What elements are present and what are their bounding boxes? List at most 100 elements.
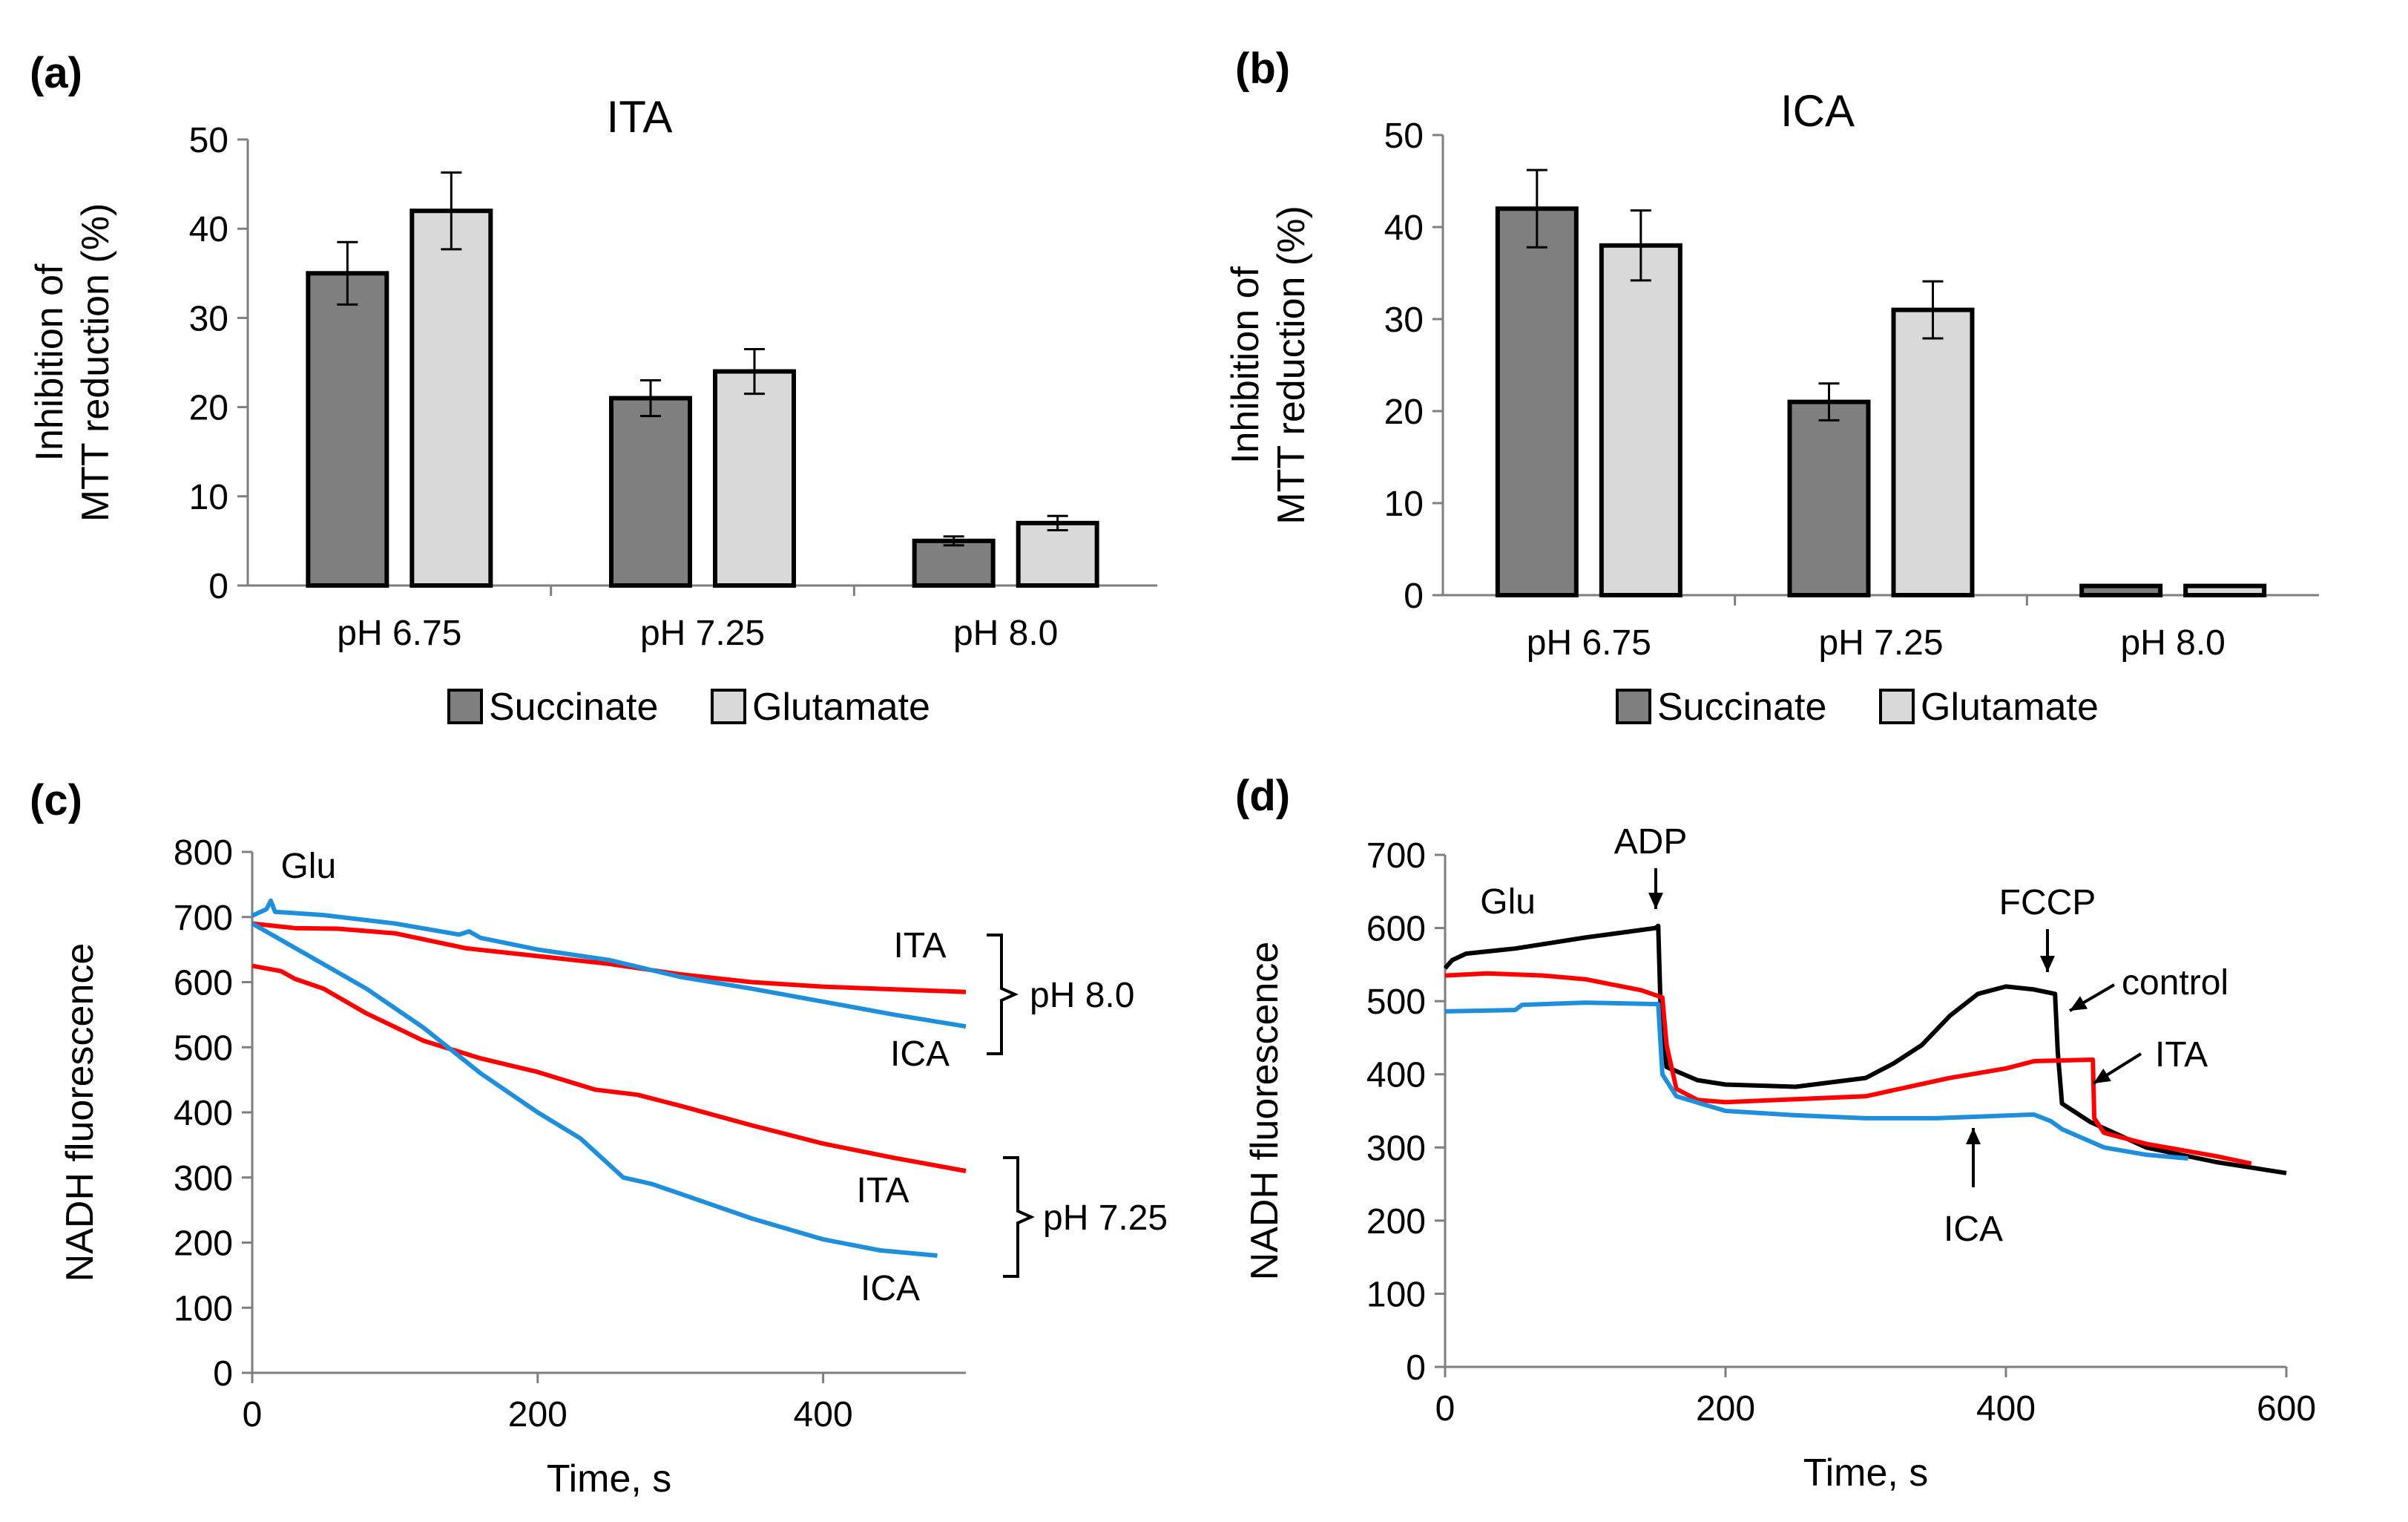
panel-d-y-tick-label: 0: [1406, 1348, 1426, 1388]
panel-d-fccp-arrow: [2040, 929, 2055, 972]
panel-c-y-tick-label: 400: [174, 1094, 233, 1133]
panel-a-bar-succinate: [609, 396, 692, 588]
panel-c-y-axis-label-line-1: NADH fluorescence: [59, 943, 102, 1282]
panel-b-error-bar: [1922, 280, 1944, 340]
panel-b-y-tick-label: 50: [1384, 117, 1424, 156]
panel-a-y-axis-label-line-1: Inhibition of: [28, 263, 71, 462]
panel-c-ica-ph725-label: ICA: [861, 1269, 920, 1308]
panel-a-legend-label-glutamate: Glutamate: [752, 686, 930, 729]
panel-a-y-tick-label: 20: [189, 389, 228, 428]
panel-c-ita-ph725-label: ITA: [856, 1171, 909, 1210]
panel-c-ica-ph8-label: ICA: [890, 1034, 950, 1074]
panel-c-glu-label: Glu: [280, 847, 336, 886]
panel-a-error-bar: [744, 347, 765, 396]
panel-d-series-control: [1443, 923, 2287, 1175]
panel-b-error-bar: [1630, 209, 1651, 282]
panel-d-x-tick-label: 600: [2257, 1389, 2316, 1428]
panel-c-series-ita-ph-7-25: [251, 963, 967, 1173]
panel-d-adp-arrow-head: [1648, 893, 1663, 909]
panel-b-y-axis-label-line-2: MTT reduction (%): [1270, 206, 1313, 525]
panel-c-y-tick-label: 300: [174, 1159, 233, 1198]
panel-c-y-tick-label: 200: [174, 1224, 233, 1264]
panel-d-x-tick-label: 0: [1435, 1389, 1455, 1428]
panel-d-y-tick-label: 300: [1366, 1129, 1426, 1168]
panel-d-y-tick-label: 400: [1366, 1056, 1426, 1095]
panel-d-control-label: control: [2122, 963, 2228, 1003]
panel-a-legend-label-succinate: Succinate: [489, 686, 658, 729]
panel-a-chart-title: ITA: [607, 92, 673, 142]
panel-a-legend-swatch-glutamate: [711, 689, 746, 724]
panel-b-category-label: pH 8.0: [2120, 623, 2225, 663]
panel-d-glu-label: Glu: [1480, 882, 1536, 922]
panel-d-series-ita: [1444, 971, 2252, 1166]
panel-d-panel-label: (d): [1235, 772, 1290, 820]
panel-b-y-tick-label: 0: [1404, 577, 1424, 616]
panel-d-adp-arrow: [1648, 868, 1663, 909]
panel-a-category-label: pH 7.25: [640, 614, 765, 653]
panel-d-y-tick-label: 500: [1366, 983, 1426, 1022]
panel-b-legend-swatch-glutamate: [1879, 689, 1915, 724]
panel-d-x-tick-label: 200: [1696, 1389, 1755, 1428]
panel-b-error-bar: [1526, 168, 1547, 249]
panel-a-y-tick-label: 0: [208, 567, 228, 606]
panel-d-ica-label: ICA: [1944, 1210, 2003, 1249]
panel-c-x-tick-label: 0: [243, 1395, 263, 1434]
panel-c-ph8-label: pH 8.0: [1030, 976, 1134, 1015]
panel-d-ita-arrow-head: [2093, 1068, 2111, 1083]
panel-d-fccp-arrow-head: [2040, 956, 2055, 972]
panel-c-x-axis-label: Time, s: [547, 1457, 672, 1500]
panel-b-category-label: pH 7.25: [1818, 623, 1943, 663]
panel-b-legend-label-glutamate: Glutamate: [1921, 686, 2099, 729]
panel-c-y-tick-label: 600: [174, 964, 233, 1003]
panel-a-bar-succinate: [912, 538, 996, 588]
panel-b-bar-glutamate: [1599, 243, 1682, 597]
panel-b-chart-title: ICA: [1780, 86, 1855, 136]
panel-d-y-tick-label: 600: [1366, 910, 1426, 949]
panel-b-panel-label: (b): [1235, 45, 1290, 93]
panel-a-bar-glutamate: [1016, 520, 1099, 588]
panel-c-series-ita-ph-8-0: [251, 921, 967, 994]
panel-a-error-bar: [1047, 514, 1068, 531]
panel-d-series-ica: [1444, 1000, 2188, 1161]
panel-d-y-axis-label-line-1: NADH fluorescence: [1243, 942, 1286, 1281]
panel-a-error-bar: [943, 535, 964, 547]
panel-c-series-ica-ph-7-25: [251, 921, 938, 1258]
panel-a-bar-glutamate: [713, 369, 796, 588]
panel-a-y-tick-label: 10: [189, 478, 228, 517]
panel-a-y-tick-label: 30: [189, 299, 228, 338]
panel-a-panel-label: (a): [30, 49, 82, 97]
panel-b-bar-succinate: [1787, 399, 1871, 597]
panel-a-bar-glutamate: [409, 209, 493, 588]
panel-c-ph725-label: pH 7.25: [1043, 1198, 1168, 1238]
panel-b-category-label: pH 6.75: [1527, 623, 1651, 663]
panel-b-legend-label-succinate: Succinate: [1657, 686, 1826, 729]
panel-c-x-tick-label: 400: [794, 1395, 853, 1434]
panel-d-ita-label: ITA: [2155, 1035, 2208, 1075]
panel-b-error-bar: [1818, 382, 1840, 421]
panel-b-bar-glutamate: [1891, 307, 1975, 597]
panel-a-error-bar: [441, 171, 462, 251]
panel-d-ita-arrow: [2092, 1052, 2142, 1085]
panel-a-category-label: pH 8.0: [953, 614, 1058, 653]
panel-b-y-axis-label-line-1: Inhibition of: [1224, 266, 1267, 464]
panel-b-y-tick-label: 40: [1384, 209, 1424, 248]
panel-d-control-arrow: [2068, 983, 2116, 1012]
panel-b-legend-swatch-succinate: [1616, 689, 1651, 724]
panel-a-y-tick-label: 40: [189, 210, 228, 249]
panel-d-y-tick-label: 100: [1366, 1275, 1426, 1314]
panel-d-fccp-label: FCCP: [1999, 883, 2096, 922]
panel-c-series-ica-ph-8-0: [251, 898, 967, 1029]
panel-a-legend-swatch-succinate: [447, 689, 483, 724]
panel-a-y-tick-label: 50: [189, 121, 228, 160]
panel-d-ica-arrow-head: [1966, 1128, 1981, 1144]
panel-c-x-tick-label: 200: [508, 1395, 568, 1434]
panel-a-error-bar: [337, 240, 358, 306]
panel-b-y-tick-label: 10: [1384, 485, 1424, 524]
panel-b-bar-glutamate: [2183, 583, 2267, 597]
panel-b-y-tick-label: 20: [1384, 393, 1424, 432]
panel-b-y-tick-label: 30: [1384, 301, 1424, 340]
panel-c-y-tick-label: 700: [174, 899, 233, 938]
panel-b-bar-succinate: [2079, 583, 2163, 597]
panel-a-y-axis-label-line-2: MTT reduction (%): [74, 203, 117, 522]
